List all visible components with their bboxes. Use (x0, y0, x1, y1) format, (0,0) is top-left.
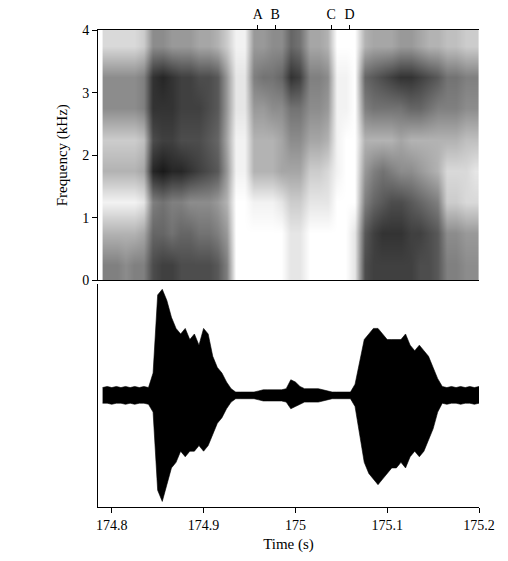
svg-text:4: 4 (82, 23, 89, 38)
svg-text:Frequency (kHz): Frequency (kHz) (54, 104, 71, 206)
svg-text:D: D (344, 7, 354, 22)
svg-text:C: C (327, 7, 336, 22)
svg-text:174.8: 174.8 (96, 518, 128, 533)
svg-text:B: B (271, 7, 280, 22)
svg-text:Time (s): Time (s) (263, 536, 314, 553)
svg-text:174.9: 174.9 (188, 518, 220, 533)
svg-text:175.1: 175.1 (371, 518, 403, 533)
svg-text:3: 3 (82, 86, 89, 101)
svg-text:175: 175 (285, 518, 306, 533)
svg-text:1: 1 (82, 211, 89, 226)
svg-text:2: 2 (82, 148, 89, 163)
svg-text:A: A (253, 7, 264, 22)
svg-text:175.2: 175.2 (463, 518, 495, 533)
svg-text:0: 0 (82, 273, 89, 288)
